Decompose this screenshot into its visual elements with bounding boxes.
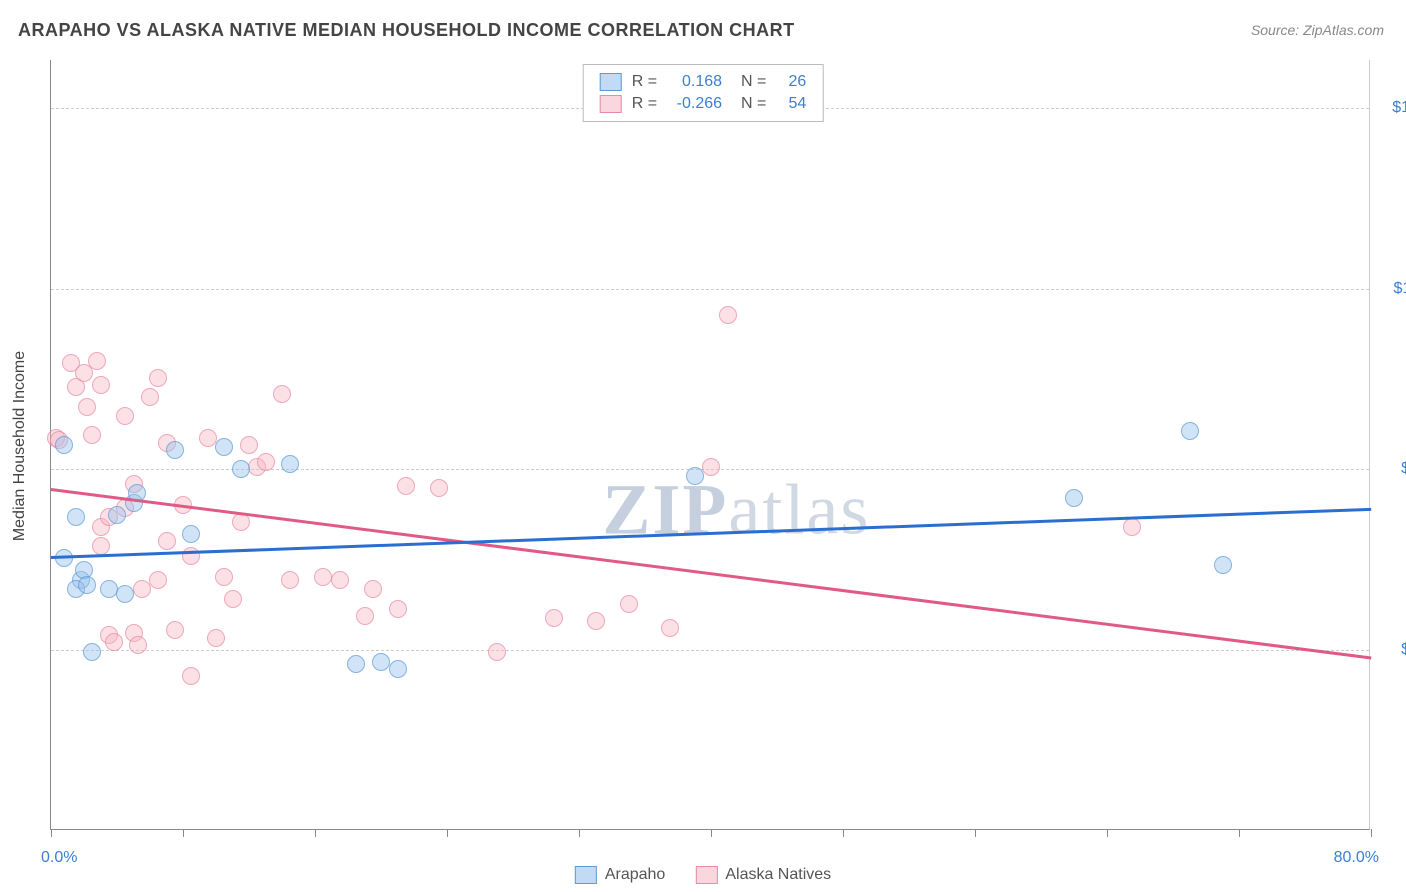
x-tick	[1371, 829, 1372, 837]
plot-area: ZIPatlas $37,500$75,000$112,500$150,0000…	[50, 60, 1370, 830]
data-point	[257, 453, 275, 471]
data-point	[78, 576, 96, 594]
x-label-max: 80.0%	[1334, 849, 1379, 867]
data-point	[83, 643, 101, 661]
data-point	[100, 580, 118, 598]
data-point	[232, 513, 250, 531]
data-point	[273, 385, 291, 403]
data-point	[149, 571, 167, 589]
data-point	[587, 612, 605, 630]
data-point	[78, 398, 96, 416]
correlation-chart: ARAPAHO VS ALASKA NATIVE MEDIAN HOUSEHOL…	[0, 0, 1406, 892]
x-tick	[1239, 829, 1240, 837]
y-axis-title: Median Household Income	[11, 351, 29, 541]
data-point	[67, 508, 85, 526]
data-point	[1065, 489, 1083, 507]
x-tick	[315, 829, 316, 837]
data-point	[314, 568, 332, 586]
x-tick	[975, 829, 976, 837]
data-point	[389, 600, 407, 618]
data-point	[108, 506, 126, 524]
data-point	[281, 571, 299, 589]
data-point	[133, 580, 151, 598]
data-point	[158, 532, 176, 550]
data-point	[719, 306, 737, 324]
data-point	[488, 643, 506, 661]
data-point	[199, 429, 217, 447]
stats-legend: R = 0.168 N = 26 R = -0.266 N = 54	[583, 64, 824, 122]
stats-row-arapaho: R = 0.168 N = 26	[600, 71, 807, 93]
data-point	[116, 407, 134, 425]
data-point	[92, 537, 110, 555]
data-point	[240, 436, 258, 454]
data-point	[430, 479, 448, 497]
x-tick	[579, 829, 580, 837]
data-point	[661, 619, 679, 637]
x-tick	[183, 829, 184, 837]
swatch-icon	[600, 95, 622, 113]
data-point	[620, 595, 638, 613]
data-point	[166, 441, 184, 459]
data-point	[182, 525, 200, 543]
legend-item-arapaho: Arapaho	[575, 866, 666, 884]
chart-title: ARAPAHO VS ALASKA NATIVE MEDIAN HOUSEHOL…	[18, 20, 795, 41]
data-point	[224, 590, 242, 608]
data-point	[545, 609, 563, 627]
data-point	[141, 388, 159, 406]
data-point	[356, 607, 374, 625]
data-point	[55, 436, 73, 454]
data-point	[182, 547, 200, 565]
data-point	[702, 458, 720, 476]
legend-item-alaska: Alaska Natives	[695, 866, 831, 884]
y-tick-label: $75,000	[1379, 460, 1406, 478]
data-point	[372, 653, 390, 671]
watermark: ZIPatlas	[602, 469, 870, 552]
data-point	[149, 369, 167, 387]
data-point	[182, 667, 200, 685]
gridline	[51, 289, 1369, 290]
data-point	[92, 376, 110, 394]
swatch-icon	[600, 73, 622, 91]
x-tick	[843, 829, 844, 837]
data-point	[1123, 518, 1141, 536]
data-point	[116, 585, 134, 603]
x-tick	[1107, 829, 1108, 837]
stats-row-alaska: R = -0.266 N = 54	[600, 93, 807, 115]
data-point	[105, 633, 123, 651]
data-point	[129, 636, 147, 654]
data-point	[166, 621, 184, 639]
y-tick-label: $37,500	[1379, 641, 1406, 659]
y-tick-label: $150,000	[1379, 99, 1406, 117]
data-point	[83, 426, 101, 444]
data-point	[389, 660, 407, 678]
x-label-min: 0.0%	[41, 849, 77, 867]
y-tick-label: $112,500	[1379, 280, 1406, 298]
trendline	[51, 488, 1371, 659]
swatch-icon	[575, 866, 597, 884]
x-tick	[711, 829, 712, 837]
data-point	[686, 467, 704, 485]
data-point	[331, 571, 349, 589]
gridline	[51, 650, 1369, 651]
source-citation: Source: ZipAtlas.com	[1251, 22, 1384, 38]
data-point	[232, 460, 250, 478]
data-point	[88, 352, 106, 370]
data-point	[215, 438, 233, 456]
data-point	[1214, 556, 1232, 574]
x-tick	[51, 829, 52, 837]
data-point	[281, 455, 299, 473]
data-point	[364, 580, 382, 598]
data-point	[347, 655, 365, 673]
data-point	[1181, 422, 1199, 440]
data-point	[397, 477, 415, 495]
x-tick	[447, 829, 448, 837]
swatch-icon	[695, 866, 717, 884]
data-point	[215, 568, 233, 586]
series-legend: Arapaho Alaska Natives	[575, 866, 831, 884]
data-point	[207, 629, 225, 647]
